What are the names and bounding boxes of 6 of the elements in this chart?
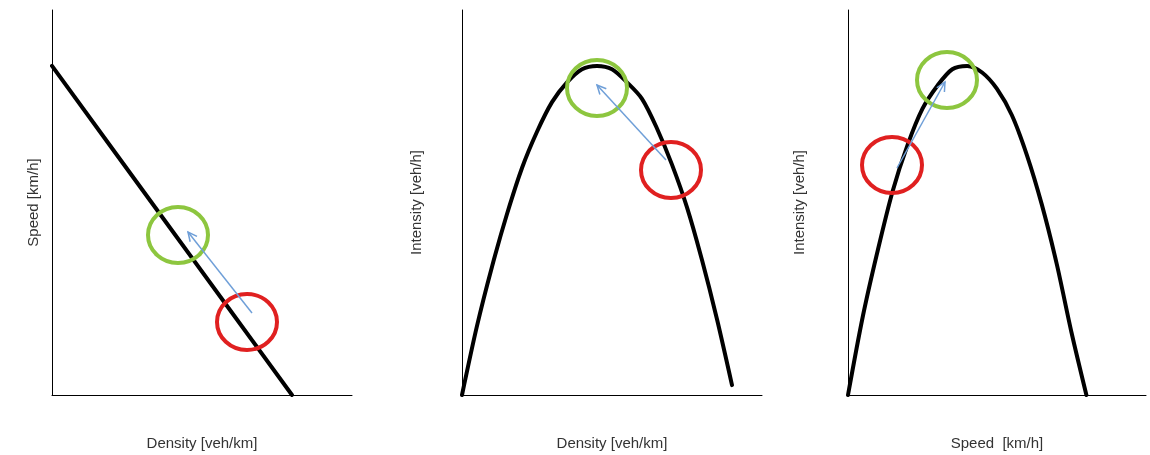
x-axis-title: Density [veh/km]	[146, 434, 258, 451]
y-axis-title: Speed [km/h]	[24, 158, 41, 247]
x-axis-title: Speed [km/h]	[950, 434, 1044, 451]
y-axis-title: Intensity [veh/h]	[407, 149, 424, 256]
y-axis-title: Intensity [veh/h]	[790, 149, 807, 256]
x-axis-title: Density [veh/km]	[556, 434, 668, 451]
